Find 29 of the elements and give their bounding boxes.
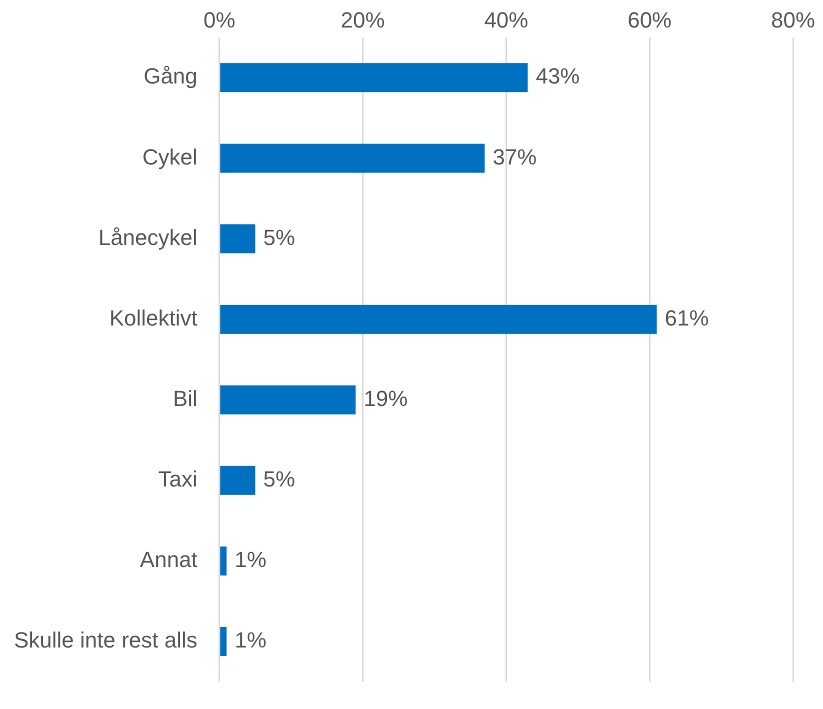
bar — [220, 224, 256, 254]
data-label: 1% — [234, 547, 266, 572]
bar — [220, 144, 485, 173]
bar — [220, 627, 227, 656]
y-tick-label: Cykel — [142, 144, 198, 170]
x-tick-label: 40% — [484, 7, 528, 32]
y-tick-label: Bil — [172, 386, 198, 411]
y-tick-label: Skulle inte rest alls — [14, 628, 198, 653]
y-tick-label: Gång — [144, 64, 198, 89]
y-tick-label: Taxi — [158, 466, 198, 492]
data-label: 1% — [234, 628, 266, 653]
data-label: 5% — [263, 224, 296, 250]
y-tick-label: Kollektivt — [109, 305, 198, 330]
data-label: 37% — [492, 144, 537, 170]
bar — [220, 466, 256, 495]
x-tick-label: 80% — [770, 7, 816, 32]
data-label: 61% — [664, 305, 709, 330]
x-tick-label: 0% — [204, 7, 236, 32]
bar — [220, 63, 528, 92]
bar — [220, 546, 227, 576]
data-label: 5% — [263, 466, 296, 492]
bar — [220, 304, 657, 334]
x-tick-label: 20% — [340, 7, 385, 32]
bar — [220, 385, 356, 414]
x-tick-label: 60% — [628, 7, 672, 32]
data-label: 19% — [364, 386, 408, 411]
y-tick-label: Lånecykel — [98, 224, 198, 250]
data-label: 43% — [536, 64, 580, 89]
y-tick-label: Annat — [140, 547, 198, 572]
